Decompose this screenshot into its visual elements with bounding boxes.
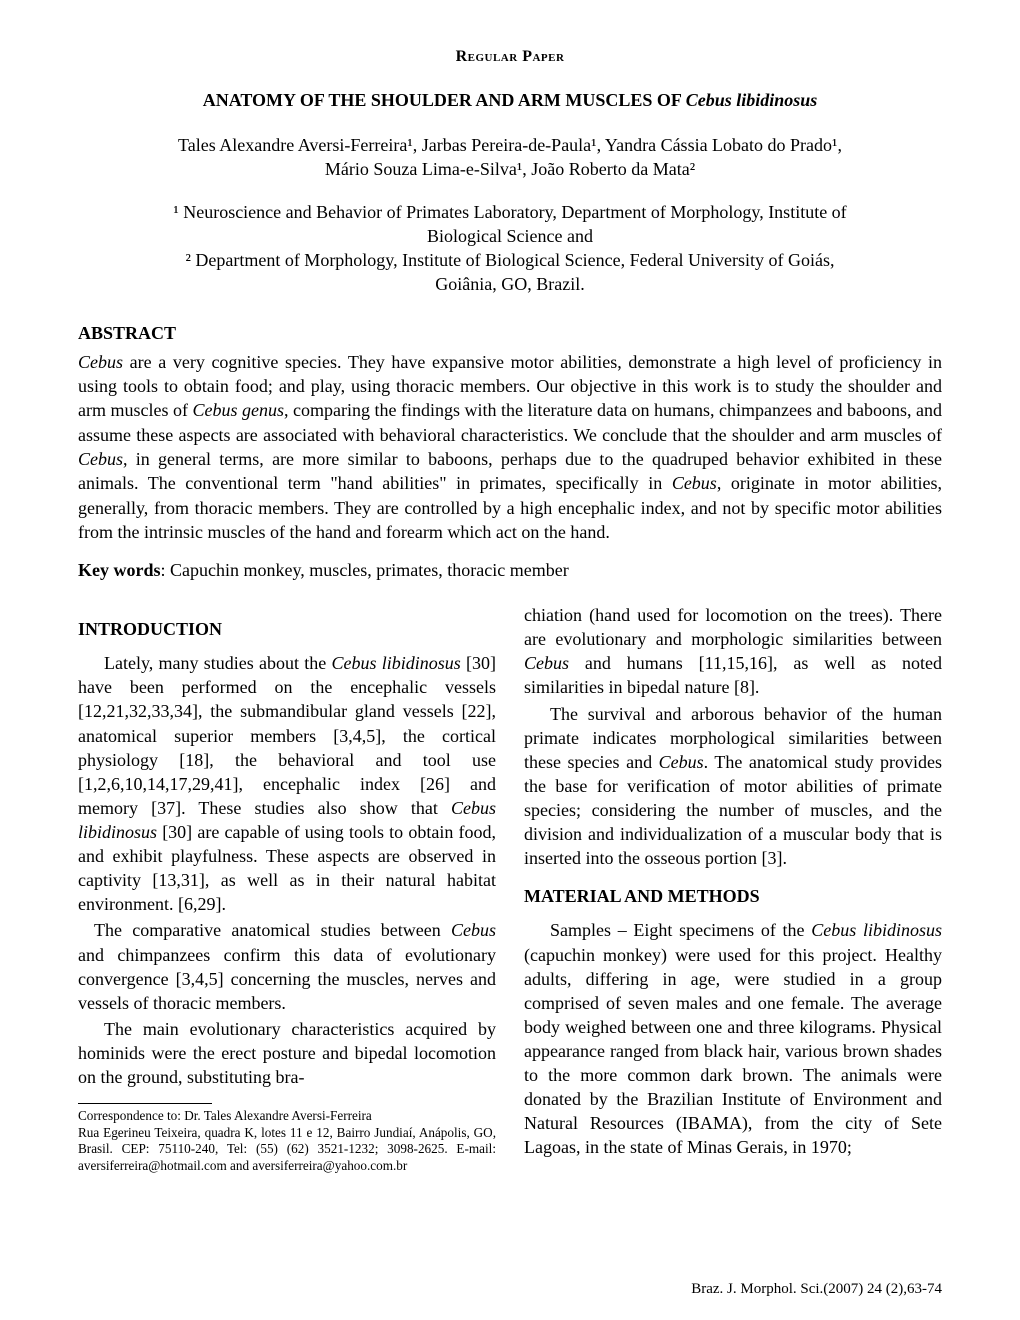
text-span: Cebus libidinosus [811,920,942,940]
text-span: The comparative anatomical studies betwe… [94,920,451,940]
text-span: chiation (hand used for locomotion on th… [524,605,942,649]
paper-type-label: Regular Paper [78,48,942,66]
abstract-span: Cebus [78,449,123,469]
text-span: and humans [11,15,16], as well as noted … [524,653,942,697]
text-span: Samples – Eight specimens of the [550,920,811,940]
text-span: Cebus libidinosus [332,653,461,673]
text-span: (capuchin monkey) were used for this pro… [524,945,942,1158]
correspondence-line-2: Rua Egerineu Teixeira, quadra K, lotes 1… [78,1125,496,1175]
correspondence-block: Correspondence to: Dr. Tales Alexandre A… [78,1108,496,1174]
intro-continuation: chiation (hand used for locomotion on th… [524,603,942,699]
intro-paragraph-2: The comparative anatomical studies betwe… [78,918,496,1014]
affiliation-1b: Biological Science and [78,224,942,248]
methods-paragraph-1: Samples – Eight specimens of the Cebus l… [524,918,942,1159]
correspondence-line-1: Correspondence to: Dr. Tales Alexandre A… [78,1108,496,1125]
abstract-heading: ABSTRACT [78,323,942,344]
text-span: and chimpanzees confirm this data of evo… [78,945,496,1013]
introduction-heading: INTRODUCTION [78,617,496,641]
authors-block: Tales Alexandre Aversi-Ferreira¹, Jarbas… [78,133,942,182]
journal-footer: Braz. J. Morphol. Sci.(2007) 24 (2),63-7… [691,1281,942,1298]
keywords-text: : Capuchin monkey, muscles, primates, th… [161,560,569,580]
affiliation-2b: Goiânia, GO, Brazil. [78,272,942,296]
intro-paragraph-4: The survival and arborous behavior of th… [524,702,942,871]
right-column: chiation (hand used for locomotion on th… [524,603,942,1174]
text-span: [30] have been performed on the encephal… [78,653,496,818]
text-span: Cebus [659,752,704,772]
affiliations-block: ¹ Neuroscience and Behavior of Primates … [78,200,942,297]
keywords-line: Key words: Capuchin monkey, muscles, pri… [78,560,942,581]
two-column-body: INTRODUCTION Lately, many studies about … [78,603,942,1174]
correspondence-divider [78,1103,212,1104]
title-prefix: ANATOMY OF THE SHOULDER AND ARM MUSCLES … [203,90,686,110]
affiliation-2a: ² Department of Morphology, Institute of… [78,248,942,272]
material-methods-heading: MATERIAL AND METHODS [524,884,942,908]
paper-title: ANATOMY OF THE SHOULDER AND ARM MUSCLES … [78,90,942,111]
authors-line-1: Tales Alexandre Aversi-Ferreira¹, Jarbas… [78,133,942,157]
text-span: Cebus [524,653,569,673]
authors-line-2: Mário Souza Lima-e-Silva¹, João Roberto … [78,157,942,181]
abstract-body: Cebus are a very cognitive species. They… [78,350,942,544]
abstract-span: Cebus [672,473,717,493]
text-span: Cebus [451,920,496,940]
title-species: Cebus libidinosus [686,90,818,110]
keywords-label: Key words [78,560,161,580]
text-span: Lately, many studies about the [104,653,332,673]
text-span: The main evolutionary characteristics ac… [78,1019,496,1087]
left-column: INTRODUCTION Lately, many studies about … [78,603,496,1174]
affiliation-1a: ¹ Neuroscience and Behavior of Primates … [78,200,942,224]
abstract-span: Cebus genus [193,400,285,420]
intro-paragraph-3: The main evolutionary characteristics ac… [78,1017,496,1089]
abstract-span: Cebus [78,352,123,372]
intro-paragraph-1: Lately, many studies about the Cebus lib… [78,651,496,916]
page-container: Regular Paper ANATOMY OF THE SHOULDER AN… [0,0,1020,1320]
